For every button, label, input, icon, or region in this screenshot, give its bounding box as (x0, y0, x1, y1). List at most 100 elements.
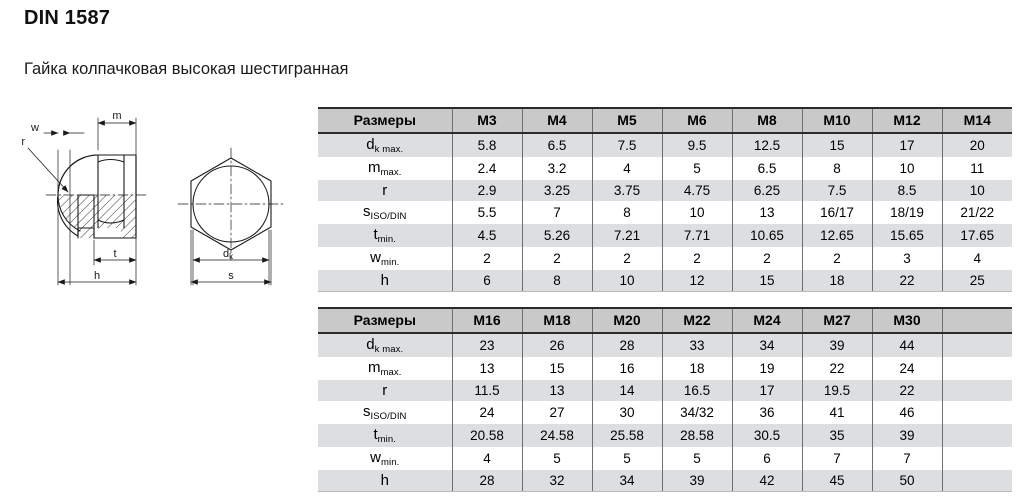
row-symbol: d (366, 336, 375, 353)
table-cell: 15 (521, 357, 593, 380)
table-cell: 2 (801, 247, 873, 270)
table-cell: 12.5 (731, 133, 803, 157)
row-label: wmin. (318, 447, 453, 470)
column-header: M20 (591, 307, 663, 334)
dim-label-m: m (112, 110, 121, 122)
table-row: sISO/DIN 5.5 7 8 10 13 16/17 18/19 21/22 (318, 201, 1012, 224)
row-label: wmin. (318, 247, 453, 270)
row-label: r (318, 380, 453, 401)
table-cell: 5 (591, 447, 663, 470)
table-cell: 32 (521, 470, 593, 492)
table-cell: 33 (661, 333, 733, 357)
row-symbol: w (370, 449, 381, 466)
table-cell: 2 (521, 247, 593, 270)
table-cell: 42 (731, 470, 803, 492)
table-cell: 10 (871, 157, 943, 180)
table-cell (941, 380, 1012, 401)
row-symbol: s (362, 203, 371, 220)
row-label: sISO/DIN (318, 201, 453, 224)
table-cell (941, 470, 1012, 492)
drawing-svg: w m r t h (21, 110, 285, 286)
table-row: dk max. 5.8 6.5 7.5 9.5 12.5 15 17 20 (318, 133, 1012, 157)
table-cell (941, 424, 1012, 447)
table-cell: 8.5 (871, 180, 943, 201)
row-symbol: m (368, 359, 381, 376)
table-row: sISO/DIN 24 27 30 34/32 36 41 46 (318, 401, 1012, 424)
table-cell: 5.26 (521, 224, 593, 247)
table-cell: 3.2 (521, 157, 593, 180)
table-cell: 30.5 (731, 424, 803, 447)
table-cell: 15 (801, 133, 873, 157)
column-header: M6 (661, 107, 733, 134)
row-symbol-subscript: k max. (374, 344, 404, 355)
table-cell: 7.21 (591, 224, 663, 247)
column-header: M16 (451, 307, 523, 334)
table-cell (941, 401, 1012, 424)
row-symbol-subscript: ISO/DIN (370, 411, 407, 422)
row-symbol: t (373, 426, 378, 443)
table-row: tmin. 20.58 24.58 25.58 28.58 30.5 35 39 (318, 424, 1012, 447)
table-cell: 19.5 (801, 380, 873, 401)
column-header: M4 (521, 107, 593, 134)
table-cell: 17.65 (941, 224, 1012, 247)
table-cell: 24 (871, 357, 943, 380)
table-cell: 5 (661, 157, 733, 180)
row-label: sISO/DIN (318, 401, 453, 424)
column-header: Размеры (318, 107, 453, 134)
table-cell: 16/17 (801, 201, 873, 224)
technical-drawings: w m r t h (6, 100, 311, 300)
table-cell: 23 (451, 333, 523, 357)
column-header: M12 (871, 107, 943, 134)
table-row: mmax. 13 15 16 18 19 22 24 (318, 357, 1012, 380)
table-body: dk max. 5.8 6.5 7.5 9.5 12.5 15 17 20 mmax. 2.4 3.2… (318, 133, 1012, 292)
dim-label-h: h (94, 270, 100, 282)
table-cell: 6 (451, 270, 523, 292)
dimensions-table-1-container: Размеры M3 M4 M5 M6 M8 M10 M12 M14 dk ma… (318, 107, 1012, 292)
table-cell: 7.5 (801, 180, 873, 201)
table-cell: 2 (451, 247, 523, 270)
table-cell: 12.65 (801, 224, 873, 247)
table-cell: 2 (661, 247, 733, 270)
table-cell: 39 (871, 424, 943, 447)
column-header: M30 (871, 307, 943, 334)
table-cell: 2.9 (451, 180, 523, 201)
table-cell: 6.5 (521, 133, 593, 157)
table-cell: 16.5 (661, 380, 733, 401)
row-label: h (318, 270, 453, 292)
table-row: r 11.5 13 14 16.5 17 19.5 22 (318, 380, 1012, 401)
row-symbol-subscript: max. (380, 167, 402, 178)
table-cell: 22 (871, 380, 943, 401)
table-body: dk max. 23 26 28 33 34 39 44 mmax. 13 15 16 18 19 22 24… (318, 333, 1012, 492)
table-cell: 25 (941, 270, 1012, 292)
column-header: M14 (941, 107, 1012, 134)
table-cell: 46 (871, 401, 943, 424)
dimensions-table-2: Размеры M16 M18 M20 M22 M24 M27 M30 dk m… (318, 307, 1012, 492)
table-cell: 3.25 (521, 180, 593, 201)
dim-label-w: w (30, 122, 39, 134)
table-row: r 2.9 3.25 3.75 4.75 6.25 7.5 8.5 10 (318, 180, 1012, 201)
table-cell: 2.4 (451, 157, 523, 180)
table-cell: 6 (731, 447, 803, 470)
column-header: M27 (801, 307, 873, 334)
table-cell: 8 (521, 270, 593, 292)
table-cell: 7 (521, 201, 593, 224)
table-cell: 24 (451, 401, 523, 424)
table-cell: 50 (871, 470, 943, 492)
table-cell: 7.5 (591, 133, 663, 157)
table-cell: 7.71 (661, 224, 733, 247)
table-cell: 2 (591, 247, 663, 270)
table-cell: 4 (591, 157, 663, 180)
table-cell: 28 (591, 333, 663, 357)
table-cell: 15.65 (871, 224, 943, 247)
row-label: dk max. (318, 133, 453, 157)
hex-view-drawing: dk s (177, 147, 285, 286)
row-symbol-subscript: min. (380, 457, 400, 468)
table-cell: 30 (591, 401, 663, 424)
table-cell: 41 (801, 401, 873, 424)
table-cell: 11.5 (451, 380, 523, 401)
dim-label-s: s (228, 270, 234, 282)
dimensions-table-1: Размеры M3 M4 M5 M6 M8 M10 M12 M14 dk ma… (318, 107, 1012, 292)
table-cell: 13 (451, 357, 523, 380)
table-cell: 5 (521, 447, 593, 470)
table-cell: 4 (451, 447, 523, 470)
